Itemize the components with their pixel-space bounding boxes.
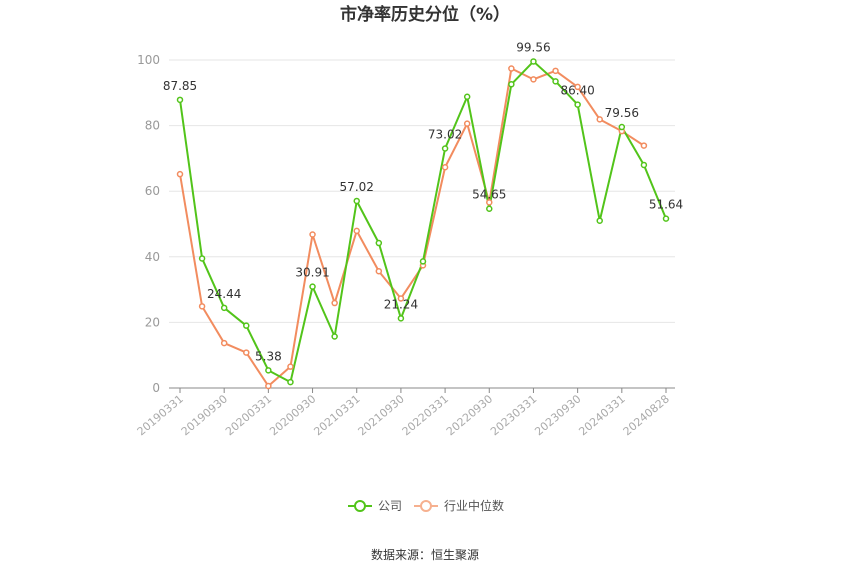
data-point-company[interactable] (486, 205, 493, 212)
legend[interactable]: 公司 行业中位数 (348, 498, 504, 513)
data-point-company[interactable] (419, 258, 427, 265)
data-point-company[interactable] (397, 315, 405, 322)
legend-marker-company-icon (354, 500, 366, 512)
data-point-industry[interactable] (176, 170, 184, 178)
data-source: 数据来源：恒生聚源 (371, 547, 479, 562)
data-point-industry[interactable] (309, 231, 316, 238)
data-point-industry[interactable] (265, 382, 272, 390)
data-label: 73.02 (428, 127, 462, 141)
data-point-industry[interactable] (375, 267, 383, 275)
data-point-industry[interactable] (640, 142, 648, 149)
y-tick-label: 80 (145, 119, 160, 133)
data-label: 54.65 (472, 188, 506, 202)
data-point-company[interactable] (220, 304, 228, 312)
x-axis: 2019033120190930202003312020093020210331… (135, 388, 672, 438)
x-tick-label: 20240828 (621, 392, 672, 438)
x-tick-label: 20230930 (532, 392, 583, 438)
grid (169, 59, 675, 389)
legend-label-company: 公司 (378, 499, 402, 513)
data-point-company[interactable] (243, 322, 250, 329)
series-points (176, 58, 670, 390)
data-point-industry[interactable] (331, 299, 338, 307)
x-tick-label: 20220930 (444, 392, 495, 438)
data-point-company[interactable] (640, 161, 648, 169)
y-tick-label: 40 (145, 250, 160, 264)
data-point-industry[interactable] (243, 349, 250, 356)
data-point-company[interactable] (287, 378, 294, 386)
x-tick-label: 20200930 (267, 392, 318, 438)
data-point-company[interactable] (331, 333, 338, 340)
x-tick-label: 20210331 (311, 392, 362, 438)
data-point-industry[interactable] (508, 65, 515, 72)
data-label: 5.38 (255, 349, 282, 363)
data-point-industry[interactable] (220, 339, 228, 347)
x-tick-label: 20200331 (223, 392, 274, 438)
legend-item-industry[interactable]: 行业中位数 (414, 498, 504, 513)
data-point-company[interactable] (176, 96, 184, 104)
chart-title: 市净率历史分位（%） (340, 4, 510, 25)
data-label: 79.56 (605, 106, 639, 120)
data-point-company[interactable] (574, 101, 581, 108)
y-tick-label: 0 (152, 381, 160, 395)
data-point-industry[interactable] (198, 303, 206, 310)
series-line-industry (179, 67, 645, 388)
data-point-company[interactable] (265, 367, 272, 374)
data-point-industry[interactable] (441, 164, 449, 171)
data-point-industry[interactable] (530, 76, 537, 83)
y-tick-label: 100 (137, 53, 160, 67)
data-labels: 87.85 24.44 5.38 30.91 57.02 21.24 73.02 54.65 9… (163, 40, 683, 363)
data-point-company[interactable] (198, 255, 206, 262)
data-point-company[interactable] (552, 78, 559, 85)
legend-item-company[interactable]: 公司 (348, 499, 402, 513)
x-tick-label: 20220331 (400, 392, 451, 438)
data-point-industry[interactable] (287, 363, 294, 370)
x-tick-label: 20210930 (356, 392, 407, 438)
data-label: 51.64 (649, 198, 683, 212)
data-point-industry[interactable] (397, 295, 405, 302)
data-label: 86.40 (560, 84, 594, 98)
data-label: 99.56 (516, 40, 550, 54)
data-point-company[interactable] (441, 145, 449, 152)
data-point-company[interactable] (463, 93, 471, 100)
x-tick-label: 20240331 (576, 392, 627, 438)
data-point-company[interactable] (309, 283, 316, 290)
data-point-company[interactable] (508, 81, 515, 88)
data-point-industry[interactable] (353, 227, 360, 235)
data-point-industry[interactable] (552, 67, 559, 75)
data-label: 21.24 (384, 297, 418, 311)
data-point-company[interactable] (596, 217, 603, 224)
legend-label-industry: 行业中位数 (444, 498, 504, 513)
data-label: 30.91 (295, 266, 329, 280)
data-point-industry[interactable] (463, 120, 471, 127)
data-point-company[interactable] (530, 58, 537, 65)
y-tick-label: 20 (145, 315, 160, 329)
data-point-company[interactable] (375, 239, 383, 247)
data-label: 87.85 (163, 79, 197, 93)
data-label: 24.44 (207, 287, 241, 301)
x-tick-label: 20230331 (488, 392, 539, 438)
data-label: 57.02 (340, 180, 374, 194)
series-lines (179, 60, 667, 388)
legend-marker-industry-icon (420, 500, 432, 512)
data-point-industry[interactable] (486, 199, 493, 206)
data-point-company[interactable] (353, 197, 360, 205)
x-tick-label: 20190331 (135, 392, 186, 438)
data-point-industry[interactable] (596, 116, 603, 123)
data-point-industry[interactable] (574, 83, 581, 91)
data-point-company[interactable] (618, 123, 626, 131)
y-tick-label: 60 (145, 184, 160, 198)
data-point-company[interactable] (662, 215, 670, 222)
y-axis: 0 20 40 60 80 100 (137, 53, 160, 395)
x-tick-label: 20190930 (179, 392, 230, 438)
